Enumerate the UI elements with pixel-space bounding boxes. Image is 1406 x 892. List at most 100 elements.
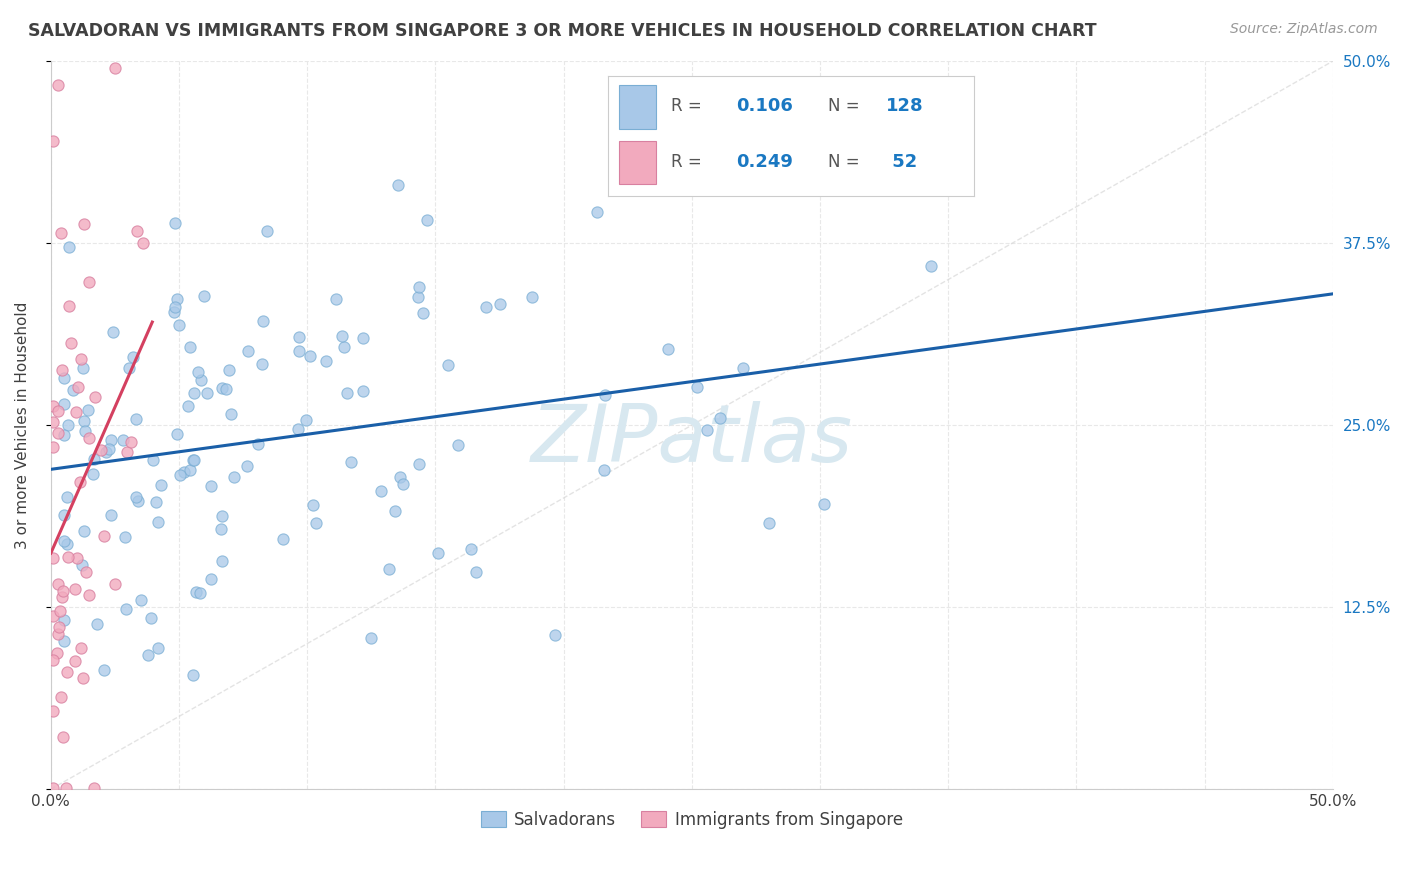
Point	[325, 292, 347, 306]
Point	[98, 442, 121, 456]
Point	[586, 205, 609, 219]
Point	[145, 494, 167, 508]
Point	[426, 546, 449, 560]
Point	[446, 438, 468, 452]
Text: Source: ZipAtlas.com: Source: ZipAtlas.com	[1230, 22, 1378, 37]
Point	[247, 437, 270, 451]
Point	[56, 491, 79, 505]
Point	[340, 455, 363, 469]
Point	[58, 299, 80, 313]
Text: SALVADORAN VS IMMIGRANTS FROM SINGAPORE 3 OR MORE VEHICLES IN HOUSEHOLD CORRELAT: SALVADORAN VS IMMIGRANTS FROM SINGAPORE …	[28, 22, 1097, 40]
Point	[731, 361, 754, 376]
Point	[287, 422, 309, 436]
Point	[250, 357, 273, 371]
Point	[148, 516, 170, 530]
Point	[415, 212, 437, 227]
Point	[49, 690, 72, 704]
Point	[408, 458, 430, 472]
Point	[389, 470, 412, 484]
Point	[104, 62, 127, 76]
Point	[211, 509, 233, 524]
Point	[543, 628, 565, 642]
Point	[127, 224, 149, 238]
Point	[48, 577, 70, 591]
Point	[65, 405, 87, 419]
Point	[179, 463, 201, 477]
Point	[657, 342, 679, 356]
Point	[63, 582, 86, 596]
Point	[56, 549, 79, 564]
Point	[166, 427, 188, 442]
Point	[211, 381, 233, 395]
Point	[163, 216, 186, 230]
Point	[42, 780, 65, 795]
Point	[271, 533, 294, 547]
Point	[53, 370, 76, 384]
Point	[46, 404, 69, 418]
Point	[352, 384, 374, 399]
Point	[82, 467, 104, 482]
Point	[920, 259, 942, 273]
Point	[52, 634, 75, 648]
Point	[183, 453, 205, 467]
Point	[83, 780, 105, 795]
Point	[42, 609, 65, 624]
Point	[412, 306, 434, 320]
Point	[62, 384, 84, 398]
Point	[46, 425, 69, 440]
Point	[72, 558, 94, 573]
Point	[305, 516, 328, 531]
Y-axis label: 3 or more Vehicles in Household: 3 or more Vehicles in Household	[15, 301, 30, 549]
Point	[150, 478, 173, 492]
Point	[86, 617, 108, 632]
Point	[167, 318, 190, 332]
Point	[52, 508, 75, 522]
Point	[63, 654, 86, 668]
Point	[90, 442, 112, 457]
Point	[125, 412, 148, 426]
Point	[709, 410, 731, 425]
Point	[209, 522, 232, 536]
Point	[55, 537, 77, 551]
Point	[391, 476, 413, 491]
Point	[169, 468, 191, 483]
Point	[183, 385, 205, 400]
Point	[100, 508, 122, 522]
Point	[377, 561, 399, 575]
Point	[181, 668, 204, 682]
Point	[136, 648, 159, 663]
Point	[408, 280, 430, 294]
Point	[55, 665, 77, 679]
Point	[52, 397, 75, 411]
Point	[46, 78, 69, 93]
Point	[77, 276, 100, 290]
Point	[190, 373, 212, 387]
Point	[315, 354, 337, 368]
Point	[56, 417, 79, 432]
Point	[200, 572, 222, 586]
Point	[51, 363, 73, 377]
Point	[460, 541, 482, 556]
Point	[166, 292, 188, 306]
Point	[195, 386, 218, 401]
Point	[60, 336, 83, 351]
Point	[163, 305, 186, 319]
Point	[42, 415, 65, 429]
Point	[406, 290, 429, 304]
Point	[520, 290, 543, 304]
Point	[58, 240, 80, 254]
Point	[384, 504, 406, 518]
Point	[84, 390, 107, 404]
Point	[218, 362, 240, 376]
Point	[49, 604, 72, 618]
Point	[72, 671, 94, 685]
Point	[211, 553, 233, 567]
Point	[288, 329, 311, 343]
Point	[238, 343, 260, 358]
Point	[173, 465, 195, 479]
Point	[93, 529, 115, 543]
Point	[127, 494, 149, 508]
Point	[188, 586, 211, 600]
Point	[187, 365, 209, 379]
Point	[236, 458, 259, 473]
